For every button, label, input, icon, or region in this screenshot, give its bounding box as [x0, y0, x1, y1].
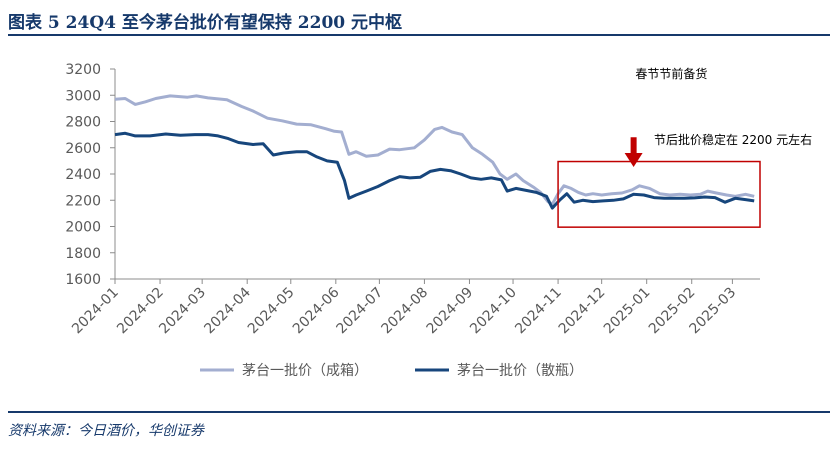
y-tick-label: 2400	[65, 167, 101, 183]
x-tick-label: 2024-11	[512, 285, 565, 338]
line-chart: 1600 1800 2000 2200 2400 2600 2800 3000 3200 202…	[65, 62, 812, 379]
y-tick-label: 2600	[65, 141, 101, 157]
y-tick-label: 1800	[65, 246, 101, 262]
series-line-bottle	[114, 131, 755, 210]
y-tick-label: 2800	[65, 115, 101, 131]
source-rule	[8, 411, 830, 413]
highlight-box	[557, 160, 761, 228]
arrow-shaft	[630, 137, 637, 153]
x-tick-label: 2024-12	[556, 285, 609, 338]
source-note: 资料来源：今日酒价，华创证券	[8, 423, 204, 439]
series-line-boxed	[114, 94, 755, 206]
y-tick-label: 2000	[65, 220, 101, 236]
x-tick-label: 2024-10	[467, 285, 520, 338]
chart-area: 1600 1800 2000 2200 2400 2600 2800 3000 3200 202…	[0, 40, 837, 410]
title-rule	[8, 34, 830, 36]
x-tick-label: 2024-05	[245, 285, 298, 338]
y-axis-ticks: 1600 1800 2000 2200 2400 2600 2800 3000 3200	[65, 62, 760, 288]
x-tick-label: 2024-04	[201, 284, 254, 337]
x-tick-label: 2024-01	[69, 285, 122, 338]
figure-header: 图表 5 24Q4 至今茅台批价有望保持 2200 元中枢	[8, 6, 830, 36]
x-tick-label: 2024-08	[379, 285, 432, 338]
legend-label-1: 茅台一批价（散瓶）	[457, 363, 583, 379]
x-tick-label: 2024-09	[424, 285, 477, 338]
y-tick-label: 3000	[65, 88, 101, 104]
x-tick-label: 2024-03	[156, 285, 209, 338]
figure-title: 图表 5 24Q4 至今茅台批价有望保持 2200 元中枢	[8, 13, 403, 33]
x-tick-label: 2025-01	[601, 285, 654, 338]
annotation-spring-festival: 春节节前备货	[635, 66, 707, 81]
annotation-post-festival: 节后批价稳定在 2200 元左右	[654, 132, 812, 147]
y-tick-label: 2200	[65, 193, 101, 209]
arrow-down-icon	[624, 153, 643, 167]
legend: 茅台一批价（成箱） 茅台一批价（散瓶）	[200, 363, 583, 379]
series-layer	[114, 94, 755, 210]
x-tick-label: 2024-06	[290, 284, 343, 337]
legend-label-0: 茅台一批价（成箱）	[242, 363, 368, 379]
y-tick-label: 1600	[65, 272, 101, 288]
x-axis-ticks: 2024-012024-022024-032024-042024-052024-…	[69, 279, 739, 337]
x-tick-label: 2024-07	[334, 285, 387, 338]
y-tick-label: 3200	[65, 62, 101, 78]
